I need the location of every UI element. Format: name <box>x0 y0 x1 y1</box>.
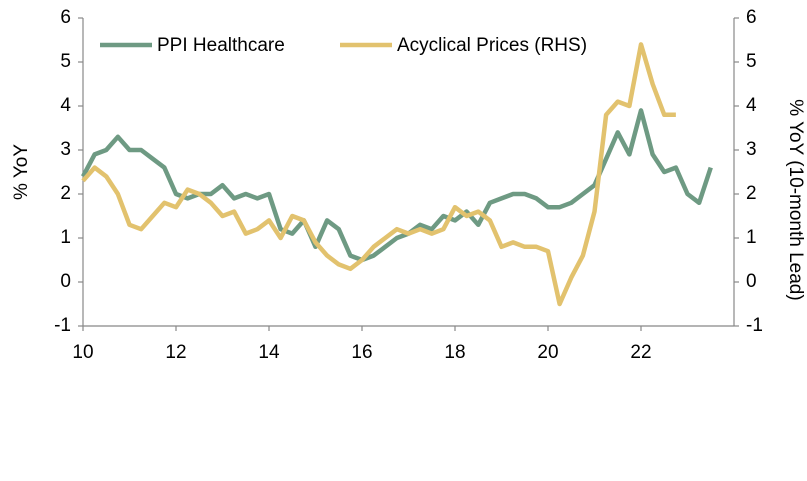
y-tick-label: 0 <box>60 271 71 292</box>
y2-tick-label: 4 <box>746 95 757 116</box>
y2-axis-label: % YoY (10-month Lead) <box>785 99 806 300</box>
x-tick-label: 22 <box>630 342 651 363</box>
y-axis-label: % YoY <box>11 144 32 200</box>
y2-tick-label: -1 <box>746 315 763 336</box>
series-line <box>81 42 676 307</box>
y2-tick-label: 5 <box>746 51 757 72</box>
y2-tick-label: 3 <box>746 139 757 160</box>
y-tick-label: -1 <box>54 315 71 336</box>
series-line <box>81 108 713 263</box>
x-tick-label: 14 <box>258 342 280 363</box>
legend-label: Acyclical Prices (RHS) <box>397 35 587 56</box>
y-tick-label: 4 <box>60 95 71 116</box>
y2-tick-label: 1 <box>746 227 757 248</box>
y2-tick-label: 2 <box>746 183 757 204</box>
x-tick-label: 12 <box>165 342 186 363</box>
y-tick-label: 2 <box>60 183 71 204</box>
x-tick-label: 16 <box>351 342 372 363</box>
y-tick-label: 6 <box>60 7 71 28</box>
y-tick-label: 1 <box>60 227 71 248</box>
x-tick-label: 20 <box>537 342 558 363</box>
x-tick-label: 10 <box>72 342 93 363</box>
legend-label: PPI Healthcare <box>157 35 285 56</box>
y-tick-label: 3 <box>60 139 71 160</box>
y2-tick-label: 0 <box>746 271 757 292</box>
y2-tick-label: 6 <box>746 7 757 28</box>
x-tick-label: 18 <box>444 342 465 363</box>
y-tick-label: 5 <box>60 51 71 72</box>
